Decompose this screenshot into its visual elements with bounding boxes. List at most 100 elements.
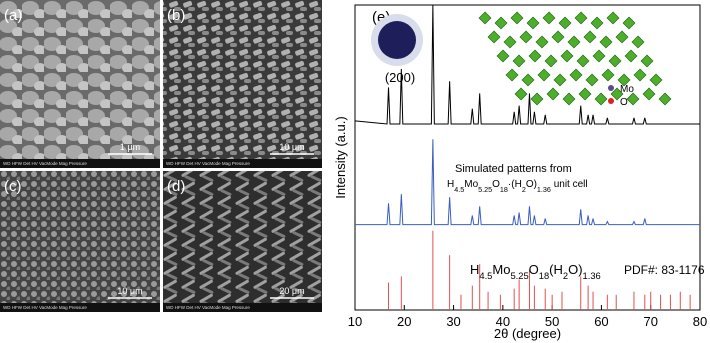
sem-panels: WD HFW Det HV VacMode Mag Pressure (a) 1 μ… bbox=[0, 0, 322, 312]
subscript: 2 bbox=[522, 185, 526, 194]
x-tick-label: 10 bbox=[348, 314, 362, 329]
polyhedron bbox=[558, 16, 572, 30]
polyhedron bbox=[535, 35, 549, 49]
polyhedron bbox=[478, 11, 492, 25]
x-axis-label: 2θ (degree) bbox=[494, 326, 561, 341]
info-bar bbox=[0, 303, 160, 312]
y-axis-label: Intensity (a.u.) bbox=[333, 116, 348, 198]
info-bar bbox=[163, 303, 322, 312]
info-text: WD HFW Det HV VacMode Mag Pressure bbox=[3, 161, 87, 166]
polyhedron bbox=[585, 73, 599, 87]
polyhedron bbox=[592, 49, 606, 63]
sim-formula: H4.5Mo5.25O18·(H2O)1.36 unit cell bbox=[447, 179, 588, 194]
subscript: 1.36 bbox=[583, 271, 601, 281]
polyhedron bbox=[530, 92, 544, 106]
mo-atom bbox=[608, 85, 614, 91]
xrd-chart: 10 20 30 40 50 60 70 80 2θ (degree) Intensity (a.… bbox=[333, 4, 707, 341]
polyhedron bbox=[496, 49, 510, 63]
polyhedron bbox=[542, 11, 556, 25]
info-text: WD HFW Det HV VacMode Mag Pressure bbox=[3, 305, 87, 310]
sem-image bbox=[0, 171, 160, 312]
polyhedron bbox=[640, 54, 654, 68]
polyhedron bbox=[553, 73, 567, 87]
polyhedron bbox=[537, 68, 551, 82]
polyhedron bbox=[551, 30, 565, 44]
x-tick-label: 80 bbox=[693, 314, 707, 329]
polyhedron bbox=[560, 49, 574, 63]
x-tick-label: 30 bbox=[446, 314, 460, 329]
info-text: WD HFW Det HV VacMode Mag Pressure bbox=[166, 305, 250, 310]
info-bar bbox=[0, 159, 160, 168]
polyhedron bbox=[578, 87, 592, 101]
polyhedron bbox=[505, 68, 519, 82]
polyhedron bbox=[487, 30, 501, 44]
polyhedron bbox=[594, 92, 608, 106]
panel-label: (d) bbox=[167, 178, 185, 195]
sem-image bbox=[163, 0, 322, 168]
plot-frame bbox=[354, 4, 701, 311]
polyhedron bbox=[606, 11, 620, 25]
polyhedron bbox=[631, 35, 645, 49]
formula-part: ·(H bbox=[508, 179, 522, 190]
subscript: 1.36 bbox=[537, 185, 551, 194]
polyhedron bbox=[633, 68, 647, 82]
panel-label: (b) bbox=[167, 7, 185, 24]
info-bar bbox=[163, 159, 322, 168]
sample-powder bbox=[378, 21, 416, 59]
formula-part: (H bbox=[549, 262, 563, 277]
subscript: 2 bbox=[563, 271, 568, 281]
polyhedron bbox=[514, 87, 528, 101]
polyhedron bbox=[576, 54, 590, 68]
polyhedron bbox=[528, 49, 542, 63]
scale-bar-label: 10 μm bbox=[117, 286, 142, 296]
polyhedron bbox=[599, 35, 613, 49]
polyhedron bbox=[512, 54, 526, 68]
x-tick-label: 60 bbox=[594, 314, 608, 329]
subscript: 18 bbox=[539, 271, 549, 281]
formula-part: unit cell bbox=[551, 179, 588, 190]
sim-note: Simulated patterns from bbox=[455, 163, 572, 175]
sem-image bbox=[163, 171, 322, 312]
polyhedron bbox=[601, 68, 615, 82]
o-atom bbox=[608, 98, 614, 104]
polyhedron bbox=[649, 73, 663, 87]
polyhedron bbox=[546, 87, 560, 101]
polyhedron bbox=[574, 11, 588, 25]
x-tick-label: 20 bbox=[397, 314, 411, 329]
formula-part: Mo bbox=[464, 179, 478, 190]
subscript: 4.5 bbox=[454, 185, 464, 194]
polyhedron bbox=[521, 73, 535, 87]
polyhedron bbox=[608, 54, 622, 68]
panel-label: (a) bbox=[4, 7, 22, 24]
polyhedron bbox=[626, 92, 640, 106]
legend-mo: Mo bbox=[620, 84, 634, 95]
x-tick-label: 50 bbox=[545, 314, 559, 329]
polyhedron bbox=[562, 92, 576, 106]
formula-part: Mo bbox=[492, 262, 510, 277]
polyhedron bbox=[569, 68, 583, 82]
scale-bar-label: 20 μm bbox=[279, 286, 304, 296]
scale-bar-label: 1 μm bbox=[120, 142, 140, 152]
polyhedron bbox=[658, 92, 672, 106]
subscript: 4.5 bbox=[479, 271, 492, 281]
polyhedron bbox=[642, 87, 656, 101]
polyhedron bbox=[503, 35, 517, 49]
formula-part: O bbox=[529, 262, 539, 277]
info-text: WD HFW Det HV VacMode Mag Pressure bbox=[166, 161, 250, 166]
formula-part: O) bbox=[526, 179, 537, 190]
xrd-trace bbox=[355, 139, 700, 226]
polyhedron bbox=[519, 30, 533, 44]
formula-part: O bbox=[492, 179, 500, 190]
polyhedron bbox=[615, 30, 629, 44]
polyhedron bbox=[526, 16, 540, 30]
panel-label: (c) bbox=[4, 178, 22, 195]
subscript: 5.25 bbox=[510, 271, 528, 281]
formula-part: H bbox=[447, 179, 454, 190]
polyhedron bbox=[494, 16, 508, 30]
x-tick-label: 40 bbox=[496, 314, 510, 329]
polyhedron bbox=[624, 49, 638, 63]
subscript: 18 bbox=[500, 185, 508, 194]
formula-part: H bbox=[470, 262, 479, 277]
